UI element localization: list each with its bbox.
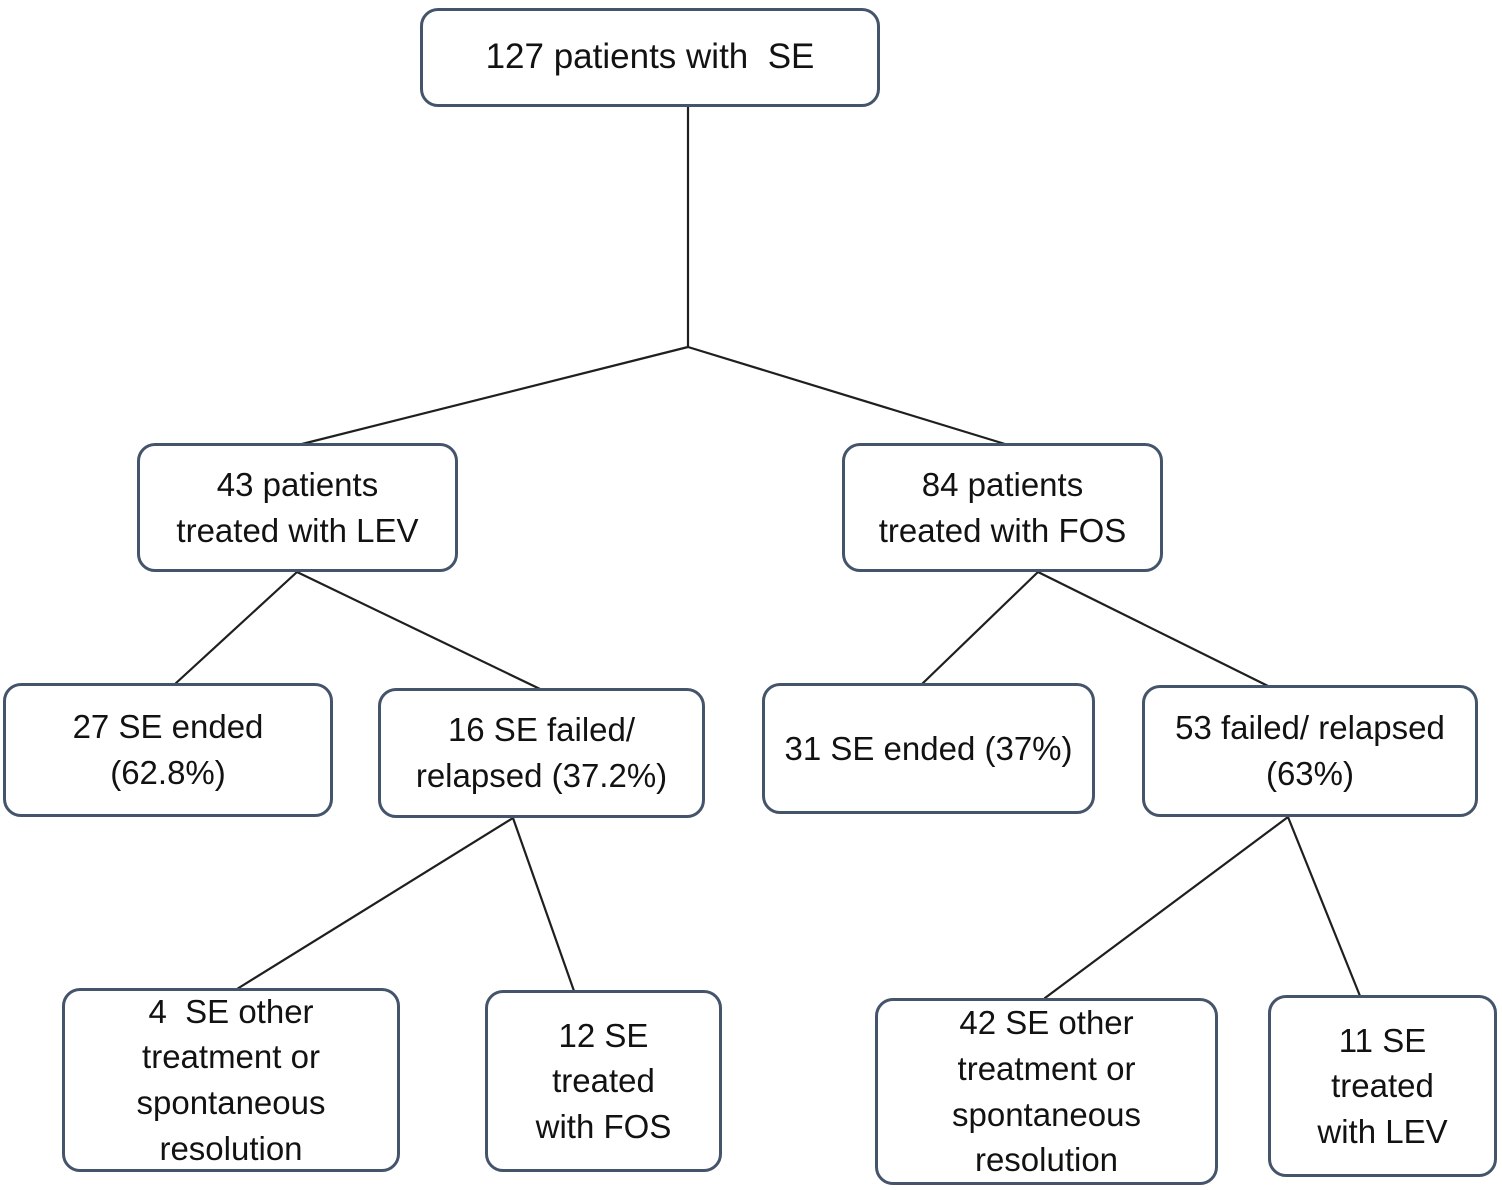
node-fos-se-ended: 31 SE ended (37%) <box>762 683 1095 814</box>
connector-root-to-fos <box>686 345 1007 446</box>
node-lev-treated: 43 patients treated with LEV <box>137 443 458 572</box>
connector-fosfailed-to-lev <box>1286 815 1362 998</box>
node-lev-se-failed: 16 SE failed/ relapsed (37.2%) <box>378 688 705 818</box>
connector-lev-to-ended <box>173 570 299 686</box>
node-fos-failed-other-treatment: 42 SE other treatment or spontaneous res… <box>875 998 1218 1185</box>
node-lev-se-ended: 27 SE ended (62.8%) <box>3 683 333 817</box>
connector-lev-to-failed <box>295 570 542 691</box>
node-fos-failed-treated-lev: 11 SE treated with LEV <box>1268 995 1497 1177</box>
node-lev-failed-treated-fos: 12 SE treated with FOS <box>485 990 722 1172</box>
node-root-patients: 127 patients with SE <box>420 8 880 107</box>
connector-levfailed-to-other <box>235 816 515 991</box>
connector-fos-to-failed <box>1036 570 1270 688</box>
connector-fos-to-ended <box>920 570 1040 686</box>
connector-root-to-lev <box>300 345 690 446</box>
node-lev-failed-other-treatment: 4 SE other treatment or spontaneous reso… <box>62 988 400 1172</box>
connector-fosfailed-to-other <box>1043 815 1290 1000</box>
node-fos-treated: 84 patients treated with FOS <box>842 443 1163 572</box>
connector-levfailed-to-fos <box>511 816 576 993</box>
node-fos-se-failed: 53 failed/ relapsed (63%) <box>1142 685 1478 817</box>
